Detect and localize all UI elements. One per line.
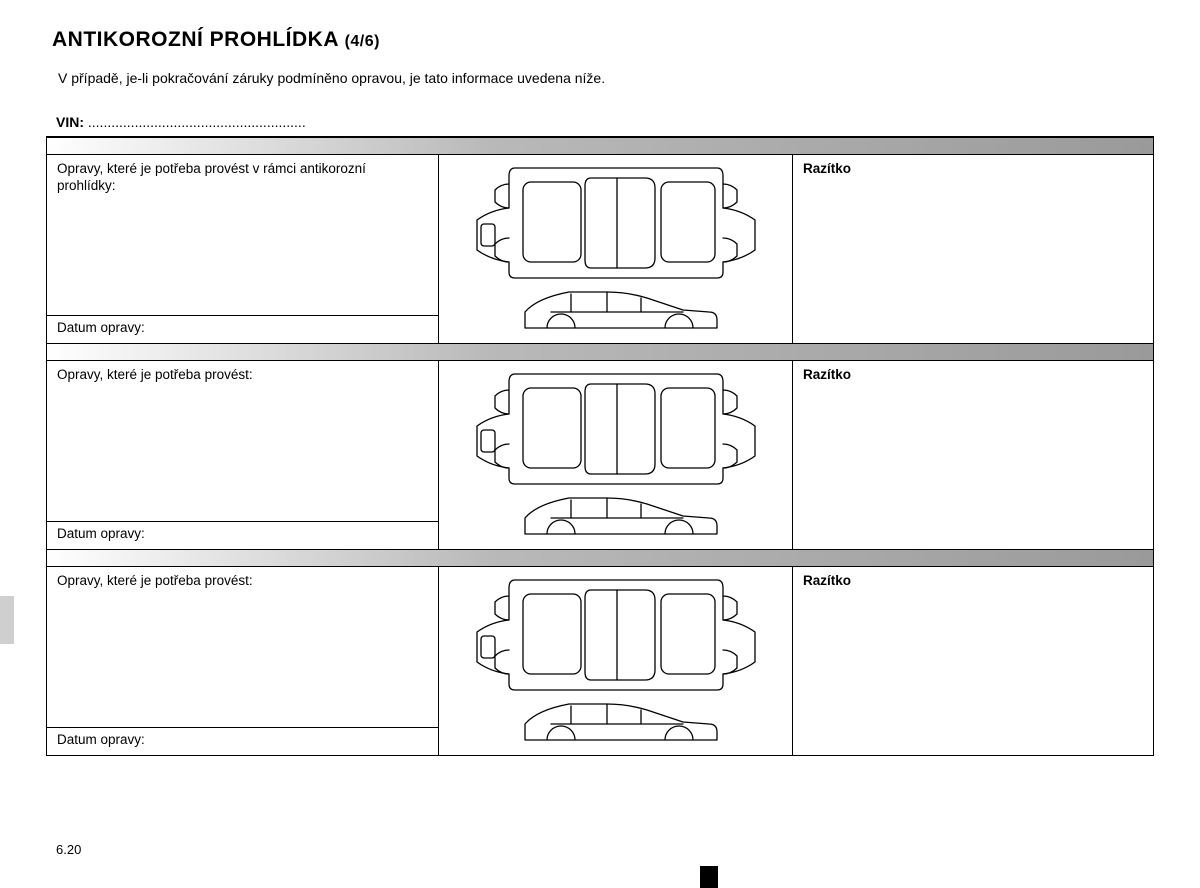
car-diagram-cell [439,155,793,343]
gradient-divider [47,137,1153,155]
inspection-table: Opravy, které je potřeba provést v rámci… [46,136,1154,756]
footer-crop-mark [700,866,718,888]
vin-row: VIN: ...................................… [56,114,1154,130]
repairs-label: Opravy, které je potřeba provést: [47,567,438,727]
stamp-label: Razítko [803,161,851,176]
stamp-col: Razítko [793,567,1155,755]
repairs-col: Opravy, které je potřeba provést: Datum … [47,567,439,755]
car-diagram-cell [439,567,793,755]
title-main: ANTIKOROZNÍ PROHLÍDKA [52,28,338,51]
vin-dots: ........................................… [84,114,306,130]
car-diagram-cell [439,361,793,549]
repair-date-label: Datum opravy: [47,315,438,343]
page-number: 6.20 [56,842,81,857]
stamp-col: Razítko [793,361,1155,549]
car-body-icon [451,572,781,750]
repair-date-label: Datum opravy: [47,727,438,755]
repairs-label: Opravy, které je potřeba provést: [47,361,438,521]
side-tab [0,596,14,644]
stamp-col: Razítko [793,155,1155,343]
repairs-label: Opravy, které je potřeba provést v rámci… [47,155,438,315]
car-body-icon [451,366,781,544]
inspection-section: Opravy, které je potřeba provést v rámci… [47,155,1153,343]
intro-text: V případě, je-li pokračování záruky podm… [58,70,1154,86]
repairs-col: Opravy, které je potřeba provést v rámci… [47,155,439,343]
page-content: ANTIKOROZNÍ PROHLÍDKA (4/6) V případě, j… [46,18,1154,756]
car-body-icon [451,160,781,338]
gradient-divider [47,549,1153,567]
stamp-label: Razítko [803,573,851,588]
vin-label: VIN: [56,114,84,130]
gradient-divider [47,343,1153,361]
repair-date-label: Datum opravy: [47,521,438,549]
page-title: ANTIKOROZNÍ PROHLÍDKA (4/6) [52,28,1154,52]
inspection-section: Opravy, které je potřeba provést: Datum … [47,567,1153,755]
inspection-section: Opravy, které je potřeba provést: Datum … [47,361,1153,549]
repairs-col: Opravy, které je potřeba provést: Datum … [47,361,439,549]
title-part: (4/6) [345,33,380,50]
stamp-label: Razítko [803,367,851,382]
